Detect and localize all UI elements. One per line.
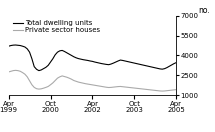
- Private sector houses: [47, 86, 49, 87]
- Private sector houses: [14, 70, 17, 71]
- Total dwelling units: [14, 44, 17, 46]
- Total dwelling units: [38, 70, 40, 71]
- Private sector houses: [154, 90, 157, 91]
- Line: Private sector houses: Private sector houses: [9, 70, 176, 91]
- Line: Total dwelling units: Total dwelling units: [9, 45, 176, 71]
- Total dwelling units: [152, 67, 154, 68]
- Total dwelling units: [163, 68, 166, 69]
- Private sector houses: [66, 76, 68, 78]
- Private sector houses: [175, 89, 178, 90]
- Private sector houses: [163, 90, 166, 92]
- Total dwelling units: [156, 68, 159, 69]
- Text: no.: no.: [198, 6, 210, 15]
- Private sector houses: [161, 90, 164, 92]
- Total dwelling units: [7, 45, 10, 47]
- Private sector houses: [7, 71, 10, 73]
- Total dwelling units: [175, 62, 178, 63]
- Legend: Total dwelling units, Private sector houses: Total dwelling units, Private sector hou…: [12, 19, 101, 34]
- Total dwelling units: [96, 62, 98, 63]
- Private sector houses: [149, 89, 152, 91]
- Total dwelling units: [49, 61, 52, 63]
- Private sector houses: [94, 84, 96, 86]
- Total dwelling units: [68, 53, 71, 55]
